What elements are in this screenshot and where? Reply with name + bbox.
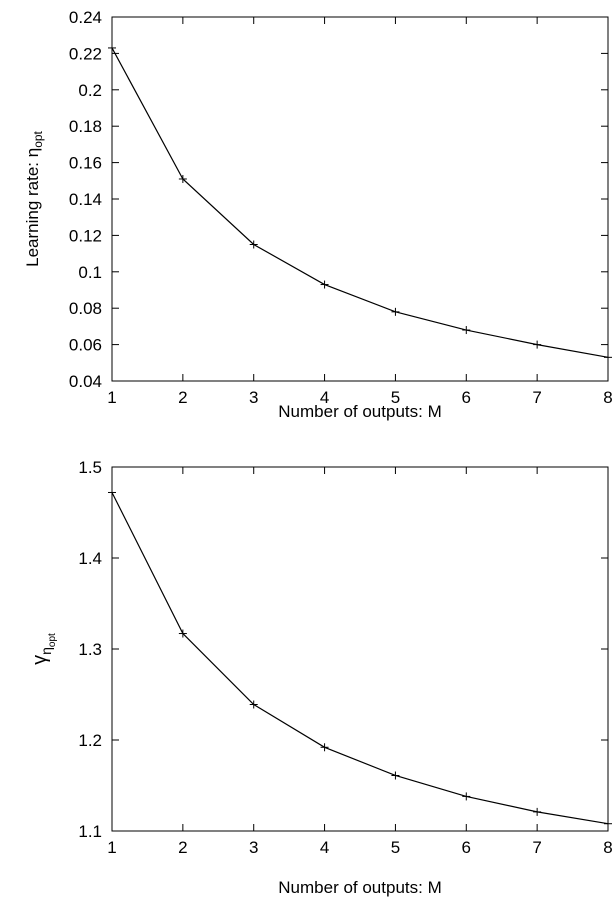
- data-point-marker: [108, 488, 116, 497]
- x-tick-label: 4: [320, 388, 329, 407]
- x-tick-label: 8: [603, 388, 612, 407]
- y-tick-label: 1.2: [78, 731, 102, 750]
- plot-frame: [111, 466, 609, 832]
- x-tick-label: 5: [391, 838, 400, 857]
- y-tick-label: 0.04: [69, 372, 102, 391]
- y-tick-label: 1.3: [78, 640, 102, 659]
- x-tick-label: 7: [532, 838, 541, 857]
- marker-layer: [108, 488, 612, 828]
- x-tick-label: 4: [320, 838, 329, 857]
- marker-layer: [108, 43, 612, 362]
- data-point-marker: [391, 307, 400, 316]
- data-point-marker: [320, 280, 329, 289]
- y-tick-label: 0.06: [69, 336, 102, 355]
- y-tick-label: 0.24: [69, 8, 102, 27]
- x-tick-label: 2: [178, 388, 187, 407]
- y-ticks: 0.04 0.06 0.08 0.1 0.12 0.14 0.16 0.18 0.2 0.22 0.…: [69, 8, 608, 391]
- x-tick-label: 6: [462, 388, 471, 407]
- y-tick-label: 1.5: [78, 458, 102, 477]
- y-axis-label-subscript: opt: [31, 130, 45, 147]
- y-axis-label: γηopt: [29, 633, 58, 665]
- x-ticks: 1 2 3 4 5 6 7 8: [107, 467, 613, 857]
- series-line-layer: [111, 47, 609, 358]
- y-axis-label: Learning rate: ηopt: [23, 130, 45, 266]
- x-axis-label: Number of outputs: M: [278, 402, 441, 421]
- y-tick-label: 0.08: [69, 299, 102, 318]
- data-point-marker: [249, 240, 258, 249]
- data-point-marker: [604, 353, 612, 362]
- y-tick-label: 0.14: [69, 190, 102, 209]
- y-tick-label: 0.18: [69, 117, 102, 136]
- x-tick-label: 7: [532, 388, 541, 407]
- series-line: [111, 47, 609, 358]
- x-ticks: 1 2 3 4 5 6 7 8: [107, 17, 613, 407]
- data-point-marker: [178, 174, 187, 183]
- y-tick-label: 0.2: [78, 81, 102, 100]
- x-tick-label: 8: [603, 838, 612, 857]
- y-ticks: 1.1 1.2 1.3 1.4 1.5: [78, 458, 608, 841]
- chart-learning-rate: 1 2 3 4 5 6 7 8 0.04 0.06 0.08 0.1 0.12 0.14 0.16 0.18…: [23, 8, 613, 421]
- data-point-marker: [320, 743, 329, 752]
- y-tick-label: 0.12: [69, 226, 102, 245]
- data-point-marker: [462, 792, 471, 801]
- series-line: [111, 492, 609, 825]
- y-tick-label: 1.4: [78, 549, 102, 568]
- data-point-marker: [178, 629, 187, 638]
- x-tick-label: 3: [249, 838, 258, 857]
- data-point-marker: [108, 43, 116, 52]
- x-axis-label: Number of outputs: M: [278, 878, 441, 897]
- x-tick-label: 2: [178, 838, 187, 857]
- x-tick-label: 1: [107, 838, 116, 857]
- x-tick-label: 3: [249, 388, 258, 407]
- y-tick-label: 0.22: [69, 44, 102, 63]
- y-tick-label: 0.1: [78, 263, 102, 282]
- y-axis-label-main: γ: [29, 655, 51, 665]
- y-tick-label: 0.16: [69, 154, 102, 173]
- data-point-marker: [604, 819, 612, 828]
- x-tick-label: 5: [391, 388, 400, 407]
- chart-gamma: 1 2 3 4 5 6 7 8 1.1 1.2 1.3 1.4 1.5 Number of outpu…: [29, 458, 613, 897]
- series-line-layer: [111, 492, 609, 825]
- data-point-marker: [533, 807, 542, 816]
- plot-frame: [111, 16, 609, 382]
- y-axis-label-subsubscript: opt: [47, 633, 58, 647]
- y-axis-label-subscript: η: [38, 647, 54, 655]
- y-tick-label: 1.1: [78, 822, 102, 841]
- y-axis-label-main: Learning rate: η: [23, 148, 42, 267]
- data-point-marker: [391, 771, 400, 780]
- data-point-marker: [249, 700, 258, 709]
- x-tick-label: 6: [462, 838, 471, 857]
- data-point-marker: [533, 340, 542, 349]
- data-point-marker: [462, 326, 471, 335]
- x-tick-label: 1: [107, 388, 116, 407]
